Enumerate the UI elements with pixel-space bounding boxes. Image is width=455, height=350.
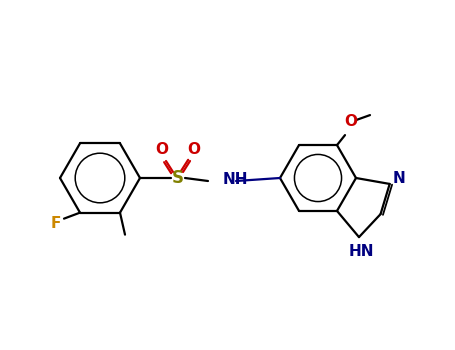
Text: F: F xyxy=(51,216,61,231)
Text: O: O xyxy=(344,114,358,128)
Text: S: S xyxy=(172,169,184,187)
Text: O: O xyxy=(187,141,201,156)
Text: NH: NH xyxy=(223,172,248,187)
Text: O: O xyxy=(156,141,168,156)
Text: N: N xyxy=(392,172,405,187)
Text: HN: HN xyxy=(348,244,374,259)
